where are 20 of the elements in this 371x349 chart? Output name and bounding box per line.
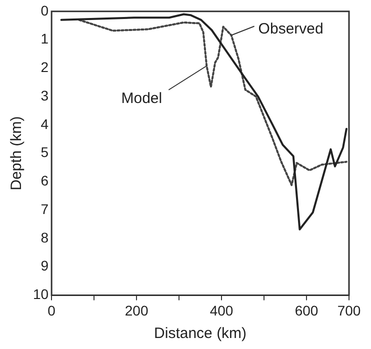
y-tick-label: 4: [40, 116, 49, 132]
y-tick-label: 3: [40, 87, 49, 104]
x-tick-label: 200: [124, 302, 148, 318]
annotation: Model: [121, 90, 162, 108]
x-axis-title: Distance (km): [154, 325, 247, 342]
line-series: [78, 18, 348, 186]
y-axis-title: Depth (km): [8, 116, 26, 190]
annotation: Observed: [258, 20, 324, 38]
y-tick-label: 9: [40, 258, 49, 274]
y-tick-label: 6: [40, 172, 49, 189]
y-tick-label: 2: [40, 59, 49, 76]
y-tick-label: 0: [40, 2, 49, 18]
y-tick-label: 8: [40, 229, 49, 246]
x-tick-label: 400: [210, 302, 234, 318]
y-tick-label: 10: [32, 286, 49, 302]
y-tick-label: 5: [40, 144, 49, 160]
y-tick-label: 7: [40, 200, 49, 217]
x-tick-label: 600: [294, 302, 318, 318]
y-tick-label: 1: [40, 30, 49, 47]
x-tick-label: 700: [337, 302, 361, 318]
